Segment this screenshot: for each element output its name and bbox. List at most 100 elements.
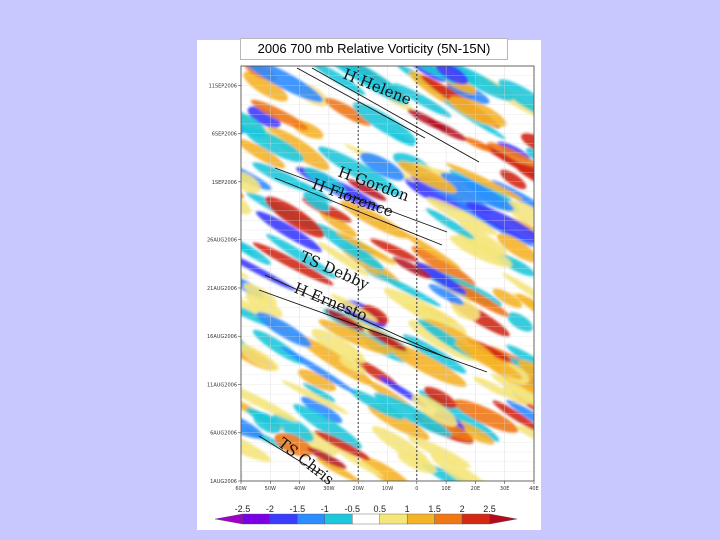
vorticity-streak	[518, 359, 534, 389]
vorticity-streak	[340, 200, 408, 239]
vorticity-streak	[360, 152, 405, 181]
vorticity-streak	[252, 162, 309, 191]
vorticity-streak	[245, 292, 283, 318]
colorbar-label: 1	[405, 504, 410, 514]
storm-track-line	[258, 289, 488, 373]
vorticity-streak	[397, 160, 457, 194]
vorticity-streak	[241, 405, 264, 439]
vorticity-streak	[241, 173, 244, 199]
vorticity-streak	[314, 223, 385, 271]
colorbar-label: -1	[321, 504, 329, 514]
vorticity-streak	[255, 211, 323, 252]
y-tick-label: 1SEP2006	[212, 180, 237, 186]
vorticity-streak	[361, 305, 389, 325]
x-tick-label: 20E	[471, 486, 481, 492]
vorticity-streak	[266, 234, 337, 279]
vorticity-streak	[245, 127, 304, 163]
vorticity-streak	[515, 425, 534, 450]
x-tick-label: 0	[415, 486, 418, 492]
colorbar-segment	[269, 513, 298, 525]
vorticity-streak	[371, 426, 430, 465]
vorticity-streak	[250, 99, 309, 131]
vorticity-streak	[448, 96, 507, 128]
vorticity-streak	[241, 418, 272, 462]
vorticity-streak	[303, 167, 347, 194]
vorticity-streak	[314, 430, 371, 461]
vorticity-core	[392, 257, 432, 279]
storm-track-line	[264, 274, 448, 359]
x-tick-label: 40W	[294, 486, 305, 492]
x-tick-label: 30W	[323, 486, 334, 492]
vorticity-streak	[496, 233, 534, 263]
vorticity-streak	[499, 169, 527, 190]
storm-track-line	[274, 177, 443, 246]
y-axis: 11SEP2006 6SEP2006 1SEP2006 26AUG2006 21AUG2…	[207, 83, 241, 485]
vorticity-field	[205, 66, 534, 481]
vorticity-streak	[317, 241, 370, 277]
vorticity-streak	[503, 384, 531, 405]
storm-track-line	[274, 167, 448, 233]
y-tick-label: 1AUG2006	[210, 479, 237, 485]
vorticity-streak	[318, 146, 402, 197]
vorticity-streak	[241, 239, 272, 265]
colorbar-segment	[352, 513, 380, 525]
y-tick-label: 16AUG2006	[207, 334, 237, 340]
vorticity-streak	[451, 299, 480, 321]
vorticity-streak	[324, 97, 372, 126]
vorticity-streak	[302, 382, 336, 403]
vorticity-streak	[423, 386, 457, 409]
vorticity-streak	[449, 235, 513, 268]
colorbar-label: -0.5	[345, 504, 361, 514]
vorticity-streak	[205, 272, 239, 298]
vorticity-streak	[280, 346, 356, 394]
vorticity-streak	[453, 399, 519, 433]
colorbar-segment	[214, 513, 243, 525]
x-tick-label: 20W	[353, 486, 364, 492]
vorticity-streak	[272, 413, 314, 442]
vorticity-streak	[245, 407, 276, 426]
x-tick-label: 60W	[235, 486, 246, 492]
vorticity-streak	[241, 139, 286, 169]
vorticity-streak	[473, 376, 512, 398]
vorticity-core	[307, 447, 347, 469]
colorbar-segment	[297, 513, 326, 525]
vorticity-streak	[247, 106, 281, 128]
colorbar-segment	[434, 513, 463, 525]
vorticity-streak	[454, 341, 523, 380]
vorticity-streak	[330, 293, 378, 323]
vorticity-streak	[506, 344, 534, 391]
vorticity-streak	[516, 293, 534, 325]
vorticity-streak	[451, 282, 510, 317]
x-tick-label: 50W	[265, 486, 276, 492]
vorticity-streak	[311, 328, 366, 364]
vorticity-streak	[241, 171, 261, 194]
vorticity-streak	[207, 406, 239, 431]
vorticity-streak	[303, 191, 331, 212]
y-tick-label: 11AUG2006	[207, 382, 237, 388]
vorticity-streak	[520, 133, 534, 155]
vorticity-core	[427, 119, 467, 141]
vorticity-streak	[370, 238, 419, 262]
vorticity-streak	[334, 447, 384, 478]
colorbar-segment	[242, 513, 271, 525]
vorticity-streak	[281, 380, 349, 414]
x-tick-label: 30E	[500, 486, 510, 492]
vorticity-streak	[502, 272, 534, 310]
y-tick-label: 6AUG2006	[210, 431, 237, 437]
vorticity-streak	[293, 404, 362, 449]
y-tick-label: 6SEP2006	[212, 132, 237, 138]
vorticity-streak	[349, 388, 404, 420]
chart-title: 2006 700 mb Relative Vorticity (5N-15N)	[240, 38, 508, 60]
colorbar-segment	[406, 513, 435, 525]
vorticity-core	[347, 179, 387, 201]
vorticity-streak	[336, 232, 396, 264]
vorticity-streak	[492, 288, 523, 309]
vorticity-streak	[388, 131, 415, 147]
colorbar-label: 0.5	[373, 504, 386, 514]
vorticity-streak	[243, 283, 278, 306]
vorticity-streak	[421, 462, 495, 481]
vorticity-streak	[440, 172, 515, 212]
vorticity-streak	[265, 196, 325, 238]
vorticity-streak	[241, 293, 278, 329]
vorticity-streak	[426, 197, 498, 236]
